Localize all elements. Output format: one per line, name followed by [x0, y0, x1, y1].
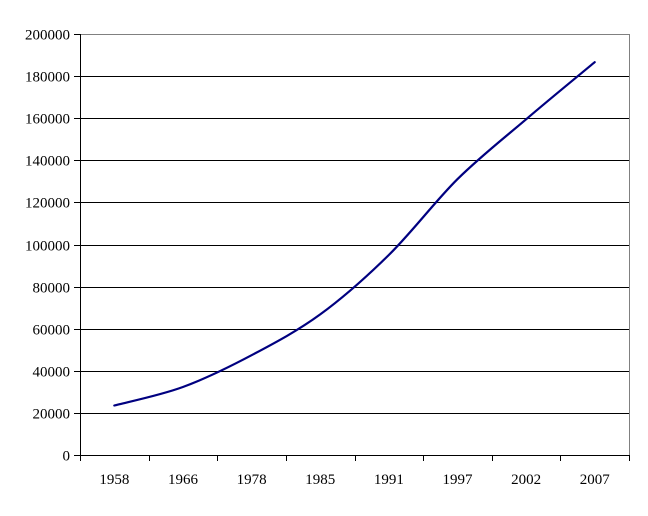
y-axis-tick-label: 140000 — [25, 154, 70, 170]
y-axis-tick-label: 60000 — [33, 323, 71, 339]
x-axis-tick-label: 1958 — [99, 472, 129, 488]
y-axis-tick-label: 160000 — [25, 112, 70, 128]
x-axis-tick-label: 1966 — [168, 472, 199, 488]
y-axis-tick-label: 20000 — [33, 407, 71, 423]
y-axis-tick-label: 120000 — [25, 196, 70, 212]
x-axis-tick-label: 1985 — [305, 472, 335, 488]
y-axis-tick-label: 100000 — [25, 239, 70, 255]
x-axis-tick-label: 1978 — [237, 472, 267, 488]
x-axis-tick-label: 1991 — [374, 472, 404, 488]
x-axis-tick-label: 2002 — [511, 472, 541, 488]
data-series-line — [113, 61, 596, 407]
x-axis-tick-label: 2007 — [580, 472, 611, 488]
y-axis-tick-label: 0 — [63, 449, 71, 465]
y-axis-tick-label: 40000 — [33, 365, 71, 381]
y-axis-tick-label: 200000 — [25, 28, 70, 44]
y-axis-tick-label: 180000 — [25, 70, 70, 86]
y-axis-tick-label: 80000 — [33, 281, 71, 297]
x-axis-tick-label: 1997 — [442, 472, 473, 488]
